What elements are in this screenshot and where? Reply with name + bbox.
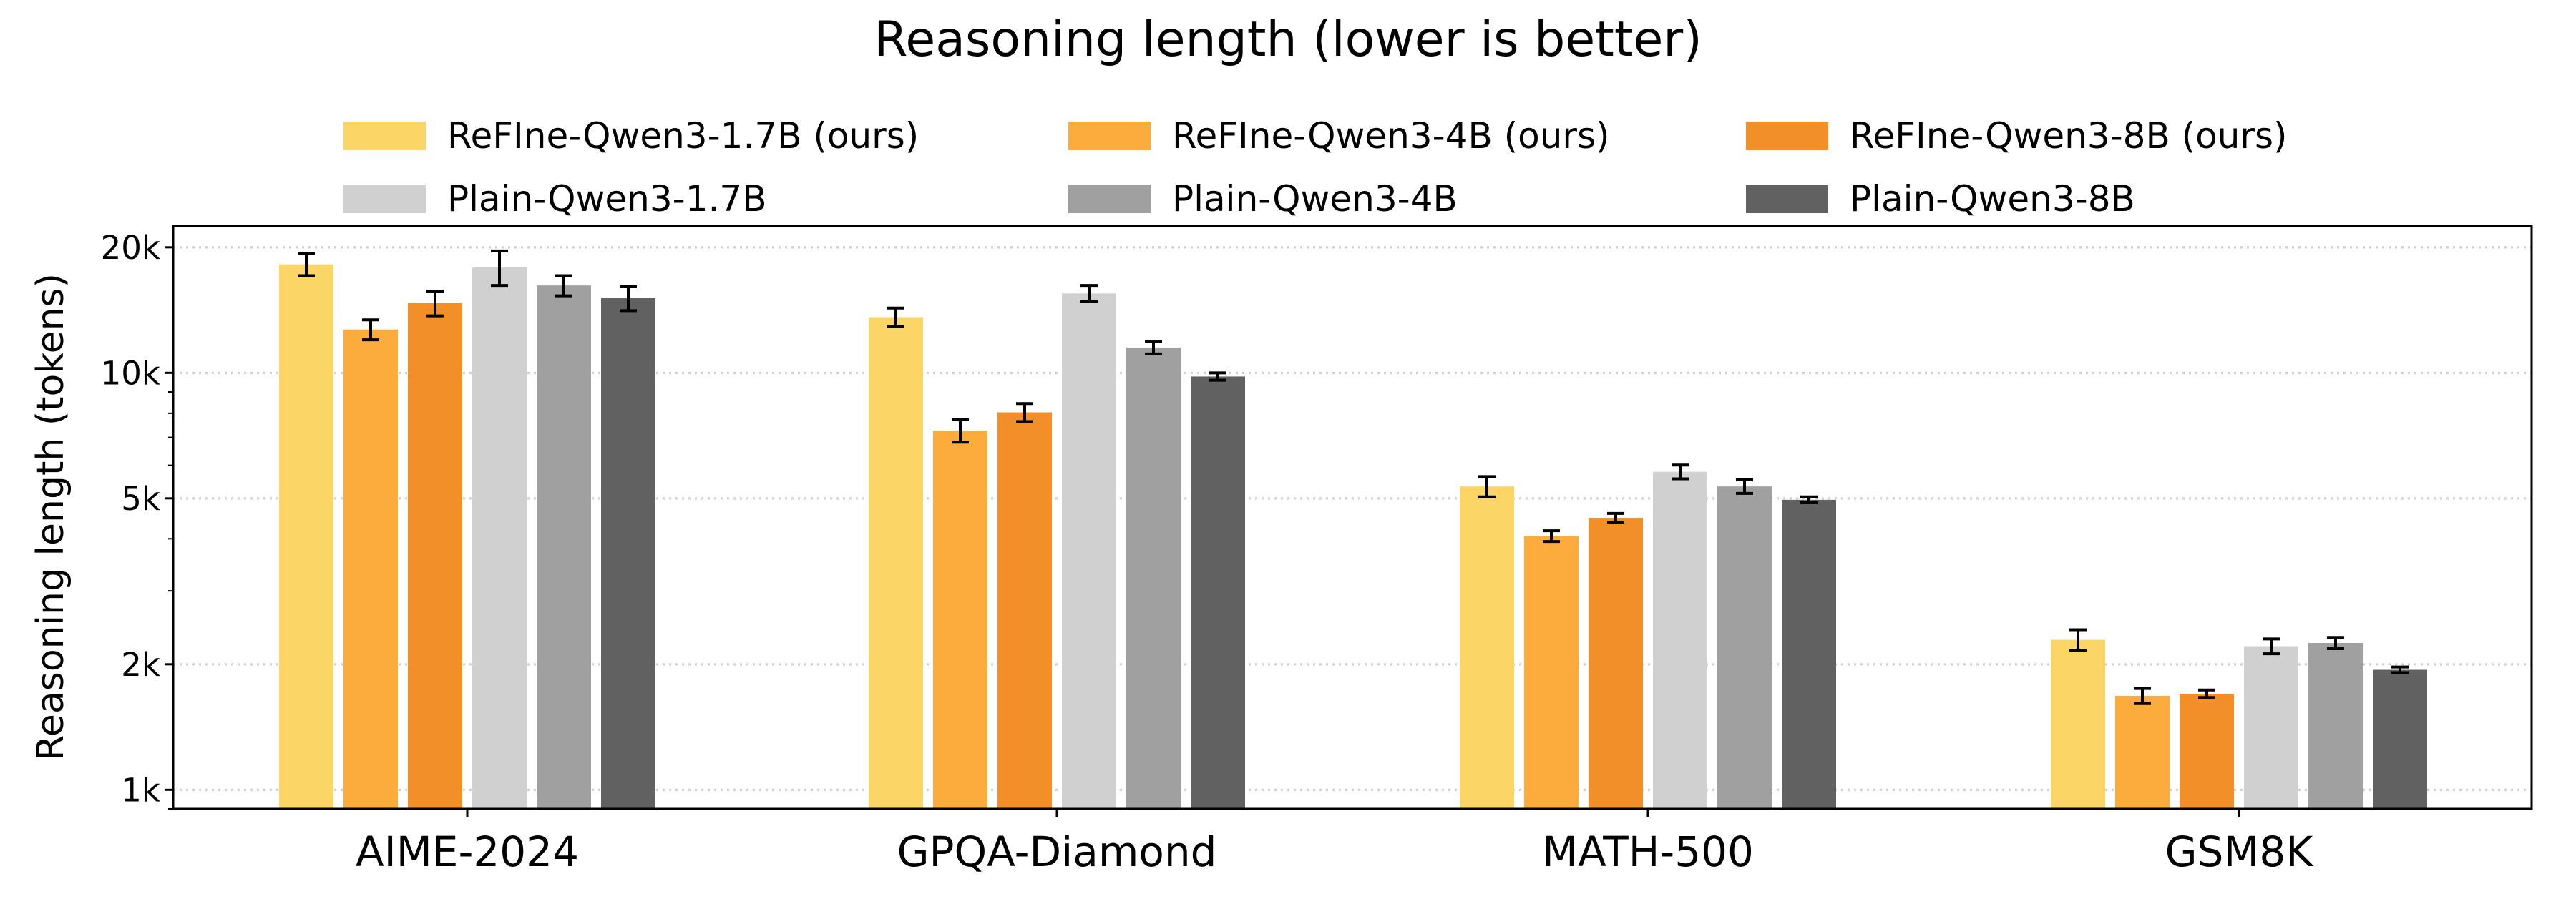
bar bbox=[1460, 486, 1514, 809]
bar bbox=[1524, 536, 1579, 809]
legend-swatch bbox=[343, 185, 426, 213]
x-tick-label: AIME-2024 bbox=[356, 827, 579, 876]
bar bbox=[279, 264, 333, 809]
bar bbox=[408, 303, 462, 810]
bar bbox=[1191, 376, 1245, 809]
bar bbox=[1653, 471, 1707, 809]
bar bbox=[2308, 643, 2363, 809]
bar bbox=[537, 285, 591, 809]
chart-title: Reasoning length (lower is better) bbox=[874, 11, 1702, 68]
bar bbox=[1589, 518, 1643, 809]
x-tick-label: GPQA-Diamond bbox=[897, 827, 1217, 876]
y-axis: 1k 2k 5k 10k 20k bbox=[101, 229, 173, 810]
legend-label: Plain-Qwen3-4B bbox=[1172, 178, 1458, 220]
bar bbox=[1717, 486, 1772, 809]
legend-swatch bbox=[1746, 185, 1828, 213]
legend-swatch bbox=[343, 122, 426, 150]
plot-frame bbox=[172, 225, 2533, 810]
legend-label: ReFIne-Qwen3-8B (ours) bbox=[1850, 115, 2288, 157]
x-axis: AIME-2024 GPQA-Diamond MATH-500 GSM8K bbox=[356, 809, 2314, 876]
y-tick-label: 10k bbox=[101, 354, 160, 392]
y-tick-label: 2k bbox=[121, 646, 160, 684]
legend-label: Plain-Qwen3-1.7B bbox=[447, 178, 767, 220]
bars bbox=[279, 249, 2427, 810]
x-tick-label: GSM8K bbox=[2165, 827, 2315, 876]
bar bbox=[601, 298, 655, 809]
bar bbox=[2244, 646, 2298, 809]
bar bbox=[343, 329, 398, 809]
legend: ReFIne-Qwen3-1.7B (ours) ReFIne-Qwen3-4B … bbox=[343, 115, 2288, 220]
bar bbox=[2373, 669, 2427, 809]
bar bbox=[1062, 293, 1116, 809]
x-tick-label: MATH-500 bbox=[1542, 827, 1754, 876]
bar bbox=[997, 412, 1052, 809]
legend-swatch bbox=[1068, 185, 1151, 213]
y-tick-label: 5k bbox=[121, 480, 160, 518]
bar bbox=[2051, 639, 2105, 809]
grid-lines bbox=[173, 246, 2532, 791]
bar bbox=[1126, 347, 1181, 809]
legend-label: ReFIne-Qwen3-1.7B (ours) bbox=[447, 115, 919, 157]
y-tick-label: 20k bbox=[101, 229, 160, 267]
legend-label: Plain-Qwen3-8B bbox=[1850, 178, 2135, 220]
y-axis-label: Reasoning length (tokens) bbox=[29, 273, 72, 761]
bar bbox=[472, 267, 527, 809]
bar bbox=[1782, 499, 1836, 809]
legend-label: ReFIne-Qwen3-4B (ours) bbox=[1172, 115, 1610, 157]
legend-swatch bbox=[1746, 122, 1828, 150]
legend-swatch bbox=[1068, 122, 1151, 150]
bar bbox=[2115, 695, 2170, 809]
bar bbox=[869, 317, 923, 810]
bar bbox=[933, 431, 987, 809]
bar bbox=[2180, 693, 2234, 809]
y-tick-label: 1k bbox=[121, 771, 160, 809]
